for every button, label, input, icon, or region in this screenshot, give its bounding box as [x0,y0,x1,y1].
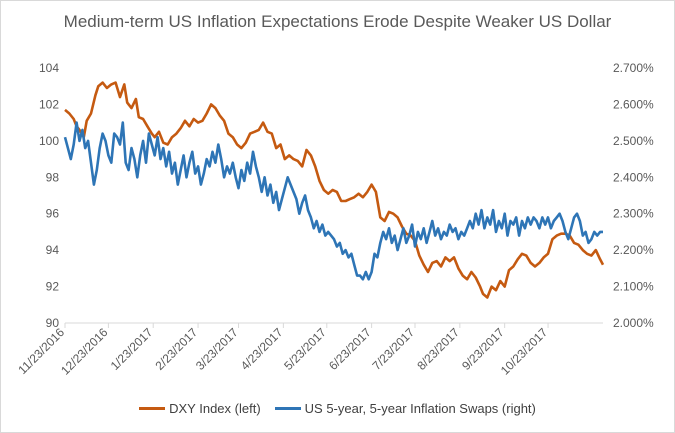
right-axis-tick-label: 2.400% [613,170,654,184]
chart-title: Medium-term US Inflation Expectations Er… [63,12,612,31]
legend-item-dxy: DXY Index (left) [139,401,261,416]
left-axis-tick-label: 90 [46,316,60,330]
legend-label-inflation-swaps: US 5-year, 5-year Inflation Swaps (right… [304,401,536,416]
legend-swatch-inflation-swaps [274,407,301,410]
series-line-dxy [64,81,605,299]
x-axis-tick-label: 3/23/2017 [193,325,241,373]
series-line-inflation-swaps [63,121,603,281]
left-axis-tick-label: 102 [39,97,59,111]
x-axis-tick-label: 10/23/2017 [498,325,551,378]
left-axis-tick-labels: 90 92 94 96 98 100 102 104 [39,61,59,330]
x-axis-tick-label: 4/23/2017 [238,325,286,373]
legend-label-dxy: DXY Index (left) [169,401,261,416]
legend-swatch-dxy [139,407,166,410]
x-axis-tick-label: 2/23/2017 [153,325,201,373]
right-axis-tick-label: 2.100% [613,280,654,294]
series-lines [63,81,605,299]
legend-item-inflation-swaps: US 5-year, 5-year Inflation Swaps (right… [274,401,536,416]
left-axis-tick-label: 96 [46,207,60,221]
right-axis-tick-label: 2.000% [613,316,654,330]
x-axis-tick-label: 7/23/2017 [369,325,417,373]
right-axis-tick-labels: 2.000% 2.100% 2.200% 2.300% 2.400% 2.500% 2.60… [613,61,654,330]
right-axis-tick-label: 2.700% [613,61,654,75]
right-axis-tick-label: 2.200% [613,243,654,257]
right-axis-tick-label: 2.500% [613,134,654,148]
right-axis-tick-label: 2.600% [613,97,654,111]
left-axis-tick-label: 98 [46,170,60,184]
left-axis-tick-label: 100 [39,134,59,148]
x-axis-tick-label: 8/23/2017 [414,325,462,373]
x-axis-tick-label: 5/23/2017 [281,325,329,373]
right-axis-tick-label: 2.300% [613,207,654,221]
left-axis-tick-label: 104 [39,61,59,75]
x-axis-tick-label: 12/23/2016 [58,325,111,378]
x-axis-tick-labels: 11/23/201612/23/20161/23/20172/23/20173/… [15,323,550,378]
left-axis-tick-label: 94 [46,243,60,257]
x-axis-tick-label: 1/23/2017 [108,325,156,373]
left-axis-tick-label: 92 [46,280,60,294]
x-axis-tick-label: 6/23/2017 [326,325,374,373]
legend: DXY Index (left) US 5-year, 5-year Infla… [0,401,675,416]
